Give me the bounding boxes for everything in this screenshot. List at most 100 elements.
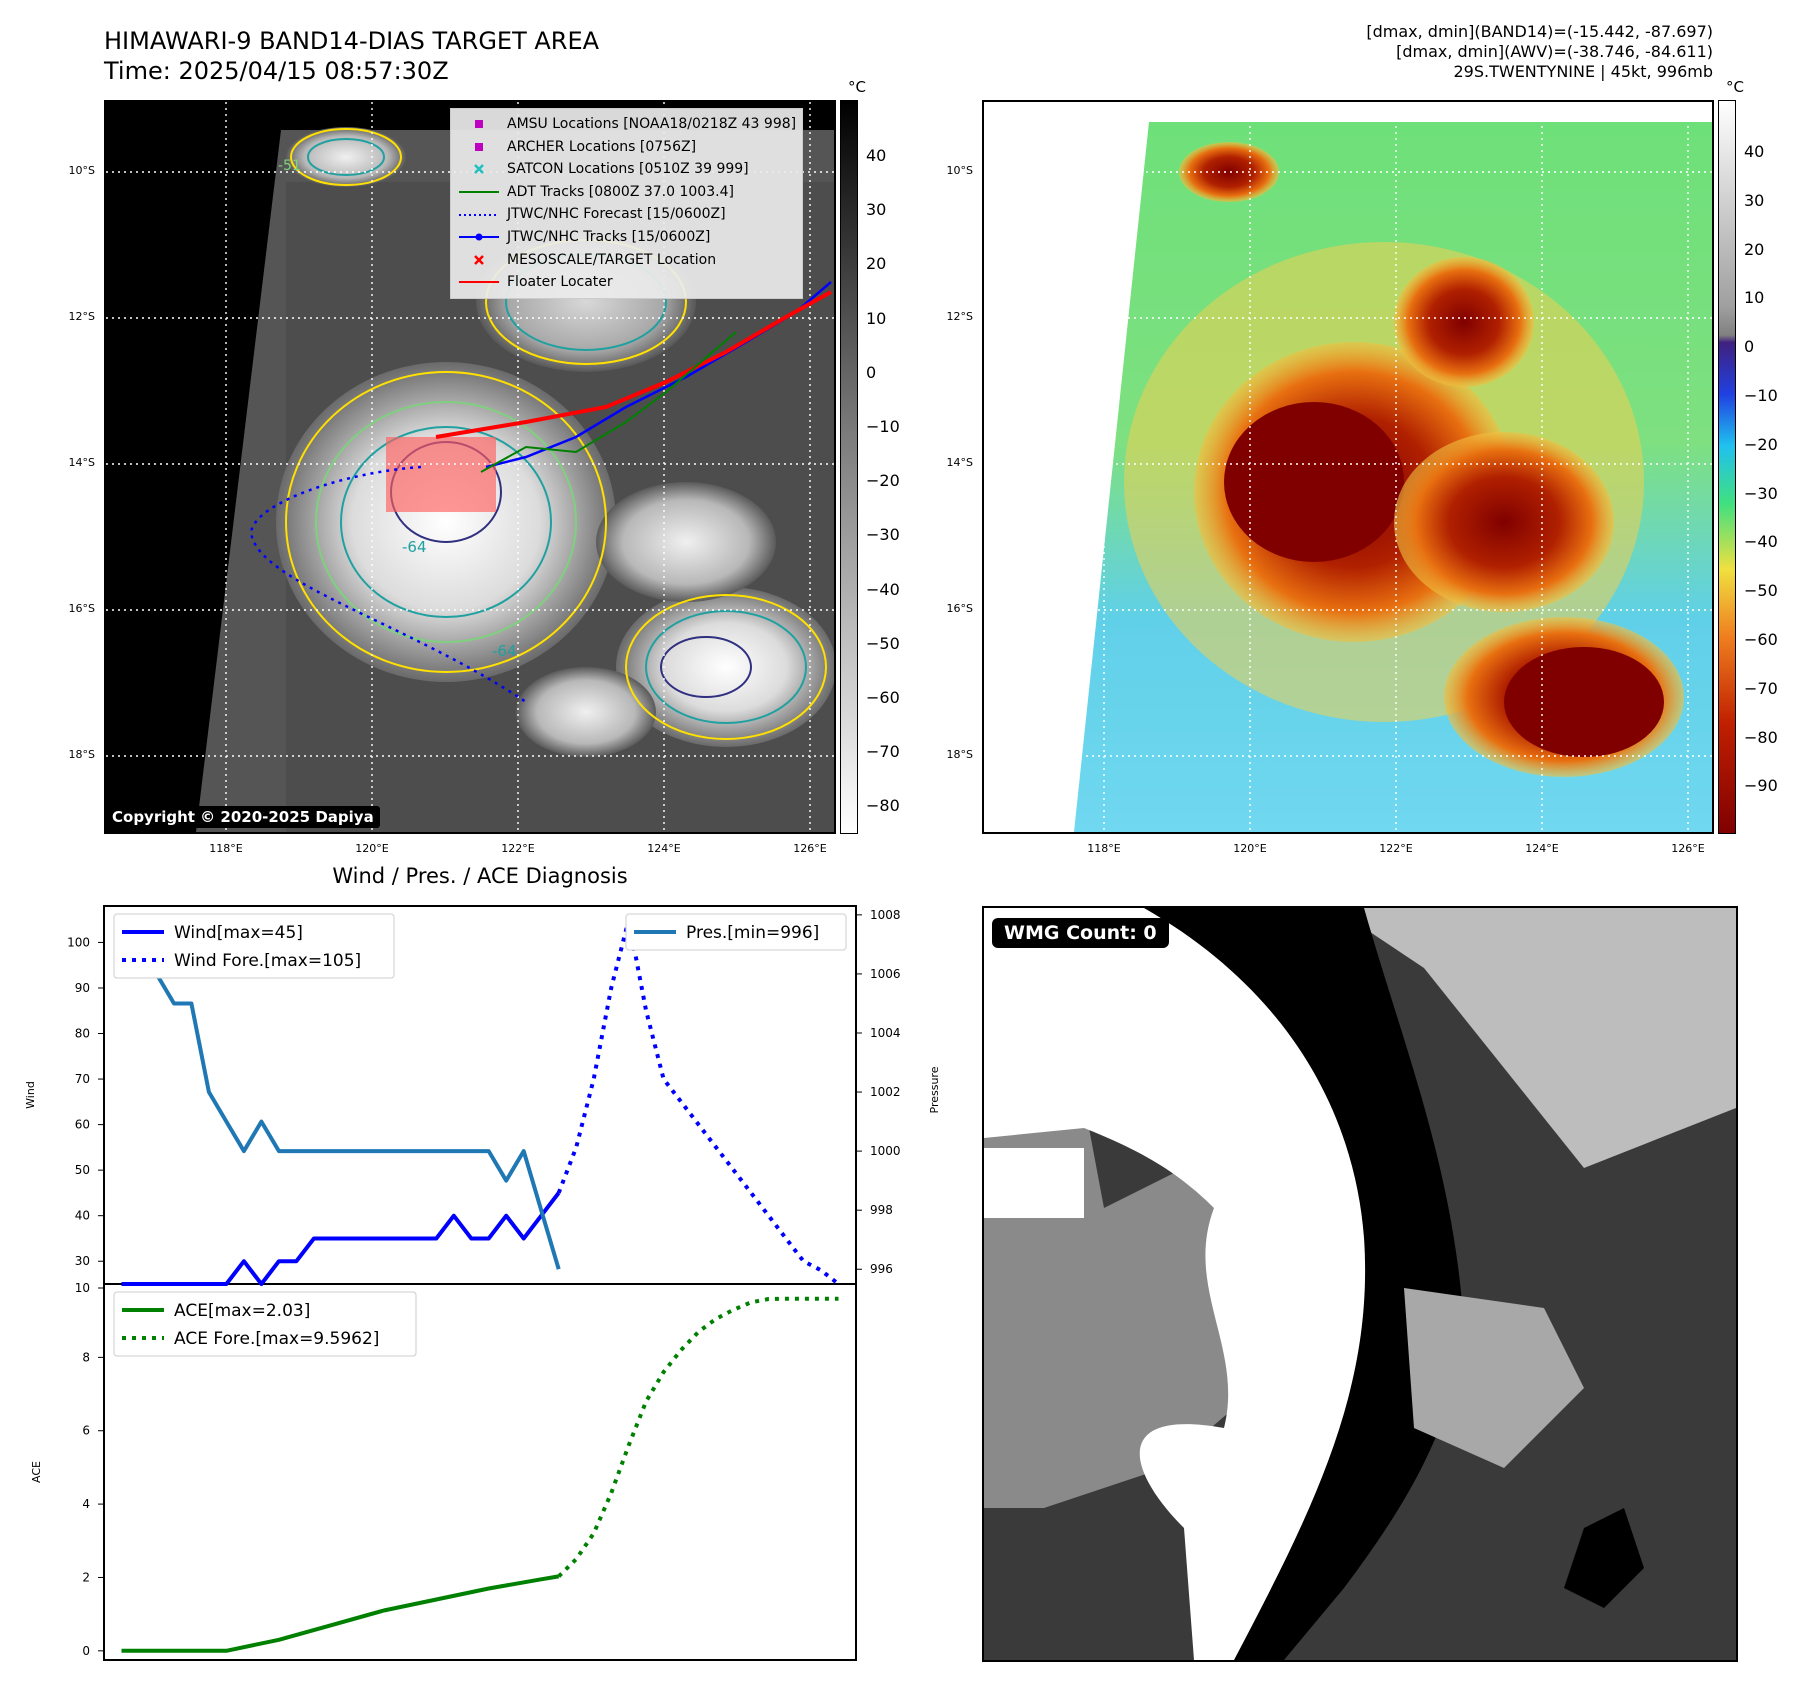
wmg-imagery: [984, 908, 1736, 1660]
colorbar-tick-label: −70: [866, 742, 900, 762]
legend-entry-label: Pres.[min=996]: [686, 923, 819, 943]
legend-entry-label: ACE Fore.[max=9.5962]: [174, 1329, 379, 1349]
title-line1: HIMAWARI-9 BAND14-DIAS TARGET AREA: [104, 27, 600, 55]
colorbar-tick-label: −60: [866, 688, 900, 707]
square-marker-icon: [457, 116, 501, 132]
lat-label: 14°S: [946, 456, 973, 469]
chart-legend-box: [113, 1291, 417, 1357]
legend-entry-label: Wind Fore.[max=105]: [174, 951, 361, 971]
wind-tick-label: 80: [75, 1027, 90, 1041]
dotted-line-icon: [457, 207, 501, 223]
wind-tick-label: 40: [75, 1209, 90, 1223]
line-dot-icon: [457, 229, 501, 245]
legend-entry-label: ACE[max=2.03]: [174, 1301, 310, 1321]
pressure-tick-label: 998: [870, 1203, 893, 1217]
colorbar-tick-label: −80: [866, 796, 900, 816]
copyright-badge: Copyright © 2020-2025 Dapiya: [106, 806, 380, 828]
awv-imagery: [984, 102, 1712, 832]
band14-colorbar: [840, 100, 858, 834]
wmg-panel: WMG Count: 0: [982, 906, 1738, 1662]
wind-tick-label: 50: [75, 1163, 90, 1177]
legend-entry-label: Wind[max=45]: [174, 923, 303, 943]
lon-label: 118°E: [209, 842, 243, 855]
legend-label: JTWC/NHC Forecast [15/0600Z]: [507, 206, 726, 223]
pressure-axis-label: Pressure: [928, 1066, 941, 1113]
legend-item-amsu: AMSU Locations [NOAA18/0218Z 43 998]: [457, 113, 796, 136]
colorbar-tick-label: −20: [866, 471, 900, 491]
lat-label: 10°S: [68, 164, 95, 177]
colorbar-tick-label: −10: [1744, 386, 1778, 405]
lon-label: 122°E: [501, 842, 535, 855]
lat-label: 18°S: [68, 748, 95, 761]
colorbar-tick-label: 0: [1744, 337, 1755, 357]
x-marker-icon: [457, 252, 501, 268]
line-marker-icon: [457, 184, 501, 200]
pressure-tick-label: 1000: [870, 1144, 901, 1158]
chart-legend-box: [113, 913, 395, 979]
pressure-tick-label: 1004: [870, 1026, 901, 1040]
wind-tick-label: 10: [75, 1281, 90, 1295]
ace-axis-label: ACE: [30, 1461, 43, 1483]
colorbar-tick-label: 40: [866, 146, 887, 165]
contour-label: -51: [278, 158, 301, 174]
colorbar-tick-label: −80: [1744, 727, 1778, 747]
legend-item-mesoscale: MESOSCALE/TARGET Location: [457, 249, 796, 272]
colorbar-tick-label: 30: [1744, 190, 1765, 210]
colorbar-tick-label: −20: [1744, 434, 1778, 454]
map-legend: AMSU Locations [NOAA18/0218Z 43 998] ARC…: [450, 108, 804, 299]
colorbar-tick-label: 30: [866, 200, 887, 220]
series-line-2: [119, 914, 561, 1270]
pressure-tick-label: 1008: [870, 908, 901, 922]
stats-line3: 29S.TWENTYNINE | 45kt, 996mb: [1453, 62, 1714, 81]
pressure-tick-label: 1006: [870, 967, 901, 981]
diagnosis-chart: 1030405060708090100996998100010021004100…: [24, 905, 941, 1661]
colorbar-tick-label: 10: [1744, 288, 1765, 308]
x-marker-icon: [457, 161, 501, 177]
chart-legend-box: [625, 913, 847, 951]
figure-title: HIMAWARI-9 BAND14-DIAS TARGET AREA Time: …: [104, 26, 599, 86]
colorbar-tick-label: 0: [866, 362, 877, 382]
lat-label: 16°S: [946, 602, 973, 615]
band14-map-panel: AMSU Locations [NOAA18/0218Z 43 998] ARC…: [104, 100, 836, 834]
lat-label: 12°S: [946, 310, 973, 323]
lat-label: 16°S: [68, 602, 95, 615]
lat-label: 14°S: [68, 456, 95, 469]
colorbar-tick-label: −40: [1744, 532, 1778, 552]
wind-tick-label: 70: [75, 1072, 90, 1086]
contour-label: -64: [492, 642, 517, 660]
colorbar-tick-label: −30: [1744, 483, 1778, 503]
wind-tick-label: 90: [75, 981, 90, 995]
colorbar-tick-label: −10: [866, 417, 900, 436]
series-line-ace-1: [557, 1296, 839, 1578]
wind-tick-label: 30: [75, 1254, 90, 1268]
colorbar-unit: °C: [848, 78, 866, 96]
pressure-tick-label: 1002: [870, 1085, 901, 1099]
legend-label: AMSU Locations [NOAA18/0218Z 43 998]: [507, 116, 797, 132]
band14-imagery: [106, 102, 834, 832]
lon-label: 122°E: [1379, 842, 1413, 855]
lon-label: 120°E: [1233, 842, 1267, 855]
colorbar-tick-label: 20: [1744, 239, 1765, 259]
legend-label: ADT Tracks [0800Z 37.0 1003.4]: [507, 183, 734, 200]
square-marker-icon: [457, 139, 501, 155]
legend-label: MESOSCALE/TARGET Location: [507, 251, 717, 268]
series-line-0: [121, 1191, 561, 1286]
colorbar-tick-label: −90: [1744, 776, 1778, 796]
colorbar-tick-label: −50: [1744, 581, 1778, 601]
lat-label: 12°S: [68, 310, 95, 323]
lon-label: 124°E: [1525, 842, 1559, 855]
diagnosis-title: Wind / Pres. / ACE Diagnosis: [332, 864, 628, 888]
legend-item-satcon: SATCON Locations [0510Z 39 999]: [457, 158, 796, 181]
series-line-1: [556, 917, 840, 1286]
legend-item-adt: ADT Tracks [0800Z 37.0 1003.4]: [457, 181, 796, 204]
wmg-count-badge: WMG Count: 0: [992, 918, 1169, 948]
awv-colorbar: [1718, 100, 1736, 834]
awv-map-panel: [982, 100, 1714, 834]
stats-line2: [dmax, dmin](AWV)=(-38.746, -84.611): [1396, 42, 1713, 61]
stats-block: [dmax, dmin](BAND14)=(-15.442, -87.697)[…: [1366, 22, 1713, 82]
lon-label: 120°E: [355, 842, 389, 855]
colorbar-tick-label: −60: [1744, 630, 1778, 649]
ace-tick-label: 0: [82, 1644, 90, 1658]
legend-item-floater: Floater Locater: [457, 271, 796, 294]
legend-label: JTWC/NHC Tracks [15/0600Z]: [507, 228, 711, 245]
